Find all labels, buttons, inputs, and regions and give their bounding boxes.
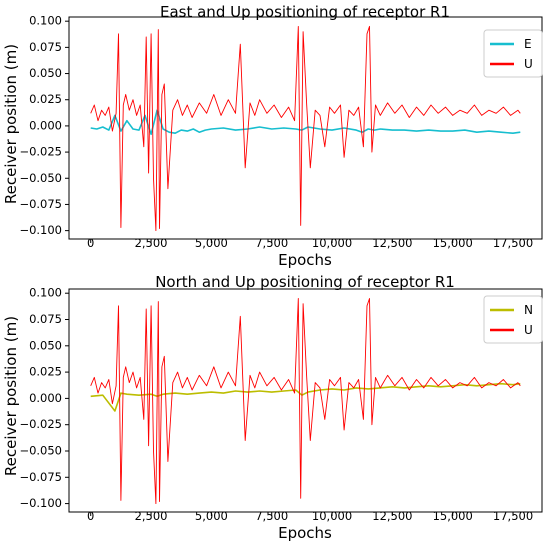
chart-east-up: East and Up positioning of receptor R1 0… bbox=[2, 3, 543, 269]
legend-label-u: U bbox=[524, 57, 533, 71]
legend-box bbox=[483, 29, 543, 78]
series-layer bbox=[90, 25, 521, 232]
y-tick-label: 0.050 bbox=[29, 338, 62, 352]
series-line-e bbox=[90, 109, 521, 136]
chart-title: East and Up positioning of receptor R1 bbox=[160, 3, 450, 21]
legend-box bbox=[483, 295, 543, 344]
legend: N U bbox=[483, 295, 543, 344]
series-line-u bbox=[90, 25, 521, 232]
y-tick-label: −0.025 bbox=[19, 417, 62, 431]
y-tick-label: 0.000 bbox=[29, 118, 62, 132]
y-tick-label: 0.000 bbox=[29, 391, 62, 405]
y-tick-labels: 0.100 0.075 0.050 0.025 0.000 −0.025 −0.… bbox=[19, 286, 62, 510]
legend-label-u: U bbox=[524, 323, 533, 337]
x-tick-labels: 0 2,500 5,000 7,500 10,000 12,500 15,000… bbox=[87, 509, 533, 523]
y-tick-label: 0.025 bbox=[29, 365, 62, 379]
plot-frame bbox=[68, 16, 543, 240]
tick-marks bbox=[65, 20, 514, 243]
x-axis-label: Epochs bbox=[278, 251, 332, 269]
y-tick-labels: 0.100 0.075 0.050 0.025 0.000 −0.025 −0.… bbox=[19, 14, 62, 237]
y-tick-label: −0.050 bbox=[19, 443, 62, 457]
y-tick-label: −0.100 bbox=[19, 496, 62, 510]
legend: E U bbox=[483, 29, 543, 78]
chart-title: North and Up positioning of receptor R1 bbox=[155, 273, 455, 291]
plot-frame bbox=[68, 288, 543, 513]
series-line-u bbox=[90, 298, 521, 505]
y-tick-label: −0.100 bbox=[19, 223, 62, 237]
y-tick-label: −0.075 bbox=[19, 470, 62, 484]
y-axis-label: Receiver position (m) bbox=[2, 316, 20, 476]
legend-label-n: N bbox=[524, 303, 533, 317]
y-tick-label: 0.075 bbox=[29, 40, 62, 54]
y-tick-label: 0.050 bbox=[29, 66, 62, 80]
y-tick-label: 0.100 bbox=[29, 14, 62, 28]
tick-marks bbox=[65, 292, 514, 516]
chart-north-up: North and Up positioning of receptor R1 … bbox=[2, 273, 543, 542]
y-axis-label: Receiver position (m) bbox=[2, 44, 20, 204]
y-tick-label: 0.075 bbox=[29, 312, 62, 326]
y-tick-label: −0.050 bbox=[19, 171, 62, 185]
series-line-n bbox=[90, 382, 521, 412]
x-tick-labels: 0 2,500 5,000 7,500 10,000 12,500 15,000… bbox=[87, 236, 533, 250]
x-axis-label: Epochs bbox=[278, 524, 332, 542]
y-tick-label: 0.025 bbox=[29, 92, 62, 106]
y-tick-label: −0.025 bbox=[19, 145, 62, 159]
y-tick-label: 0.100 bbox=[29, 286, 62, 300]
series-layer bbox=[90, 298, 521, 505]
legend-label-e: E bbox=[524, 37, 532, 51]
y-tick-label: −0.075 bbox=[19, 197, 62, 211]
